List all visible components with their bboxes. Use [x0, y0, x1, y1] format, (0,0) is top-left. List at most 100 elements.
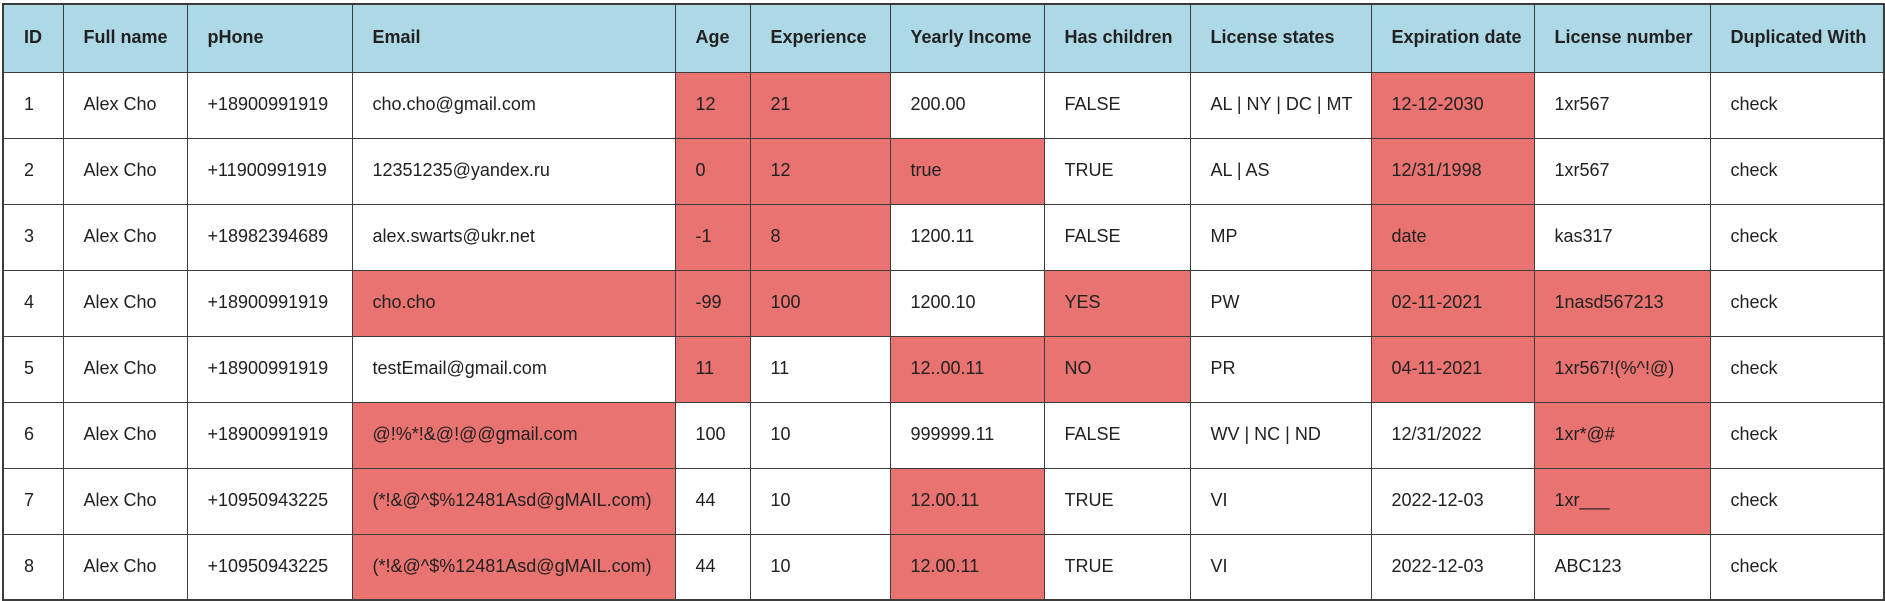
table-row: 7 Alex Cho +10950943225 (*!&@^$%12481Asd@gM… [2, 467, 1885, 535]
table-cell-age[interactable]: -99 [674, 269, 751, 337]
table-cell-experience[interactable]: 11 [749, 335, 891, 403]
table-cell-license-number[interactable]: 1xr___ [1533, 467, 1711, 535]
table-cell-phone[interactable]: +18982394689 [186, 203, 353, 271]
table-cell-age[interactable]: -1 [674, 203, 751, 271]
table-cell-email[interactable]: testEmail@gmail.com [351, 335, 676, 403]
table-cell-has-children[interactable]: TRUE [1043, 467, 1191, 535]
table-cell-email[interactable]: (*!&@^$%12481Asd@gMAIL.com) [351, 533, 676, 601]
table-cell-expiration-date[interactable]: 12/31/1998 [1370, 137, 1535, 205]
table-cell-experience[interactable]: 100 [749, 269, 891, 337]
table-cell-phone[interactable]: +18900991919 [186, 269, 353, 337]
table-cell-id[interactable]: 8 [2, 533, 64, 601]
table-cell-id[interactable]: 7 [2, 467, 64, 535]
table-cell-phone[interactable]: +18900991919 [186, 71, 353, 139]
table-cell-has-children[interactable]: YES [1043, 269, 1191, 337]
table-cell-yearly-income[interactable]: 200.00 [889, 71, 1045, 139]
table-cell-full-name[interactable]: Alex Cho [62, 335, 188, 403]
table-cell-license-states[interactable]: VI [1189, 467, 1372, 535]
table-cell-license-number[interactable]: 1xr*@# [1533, 401, 1711, 469]
table-cell-has-children[interactable]: NO [1043, 335, 1191, 403]
table-cell-age[interactable]: 44 [674, 467, 751, 535]
table-cell-experience[interactable]: 8 [749, 203, 891, 271]
table-cell-license-states[interactable]: VI [1189, 533, 1372, 601]
table-cell-license-states[interactable]: MP [1189, 203, 1372, 271]
table-cell-license-number[interactable]: kas317 [1533, 203, 1711, 271]
table-cell-expiration-date[interactable]: date [1370, 203, 1535, 271]
table-cell-duplicated-with[interactable]: check [1709, 71, 1885, 139]
table-cell-duplicated-with[interactable]: check [1709, 269, 1885, 337]
table-cell-age[interactable]: 44 [674, 533, 751, 601]
table-cell-license-number[interactable]: 1xr567!(%^!@) [1533, 335, 1711, 403]
table-cell-email[interactable]: alex.swarts@ukr.net [351, 203, 676, 271]
table-cell-expiration-date[interactable]: 2022-12-03 [1370, 467, 1535, 535]
table-cell-expiration-date[interactable]: 12/31/2022 [1370, 401, 1535, 469]
table-cell-email[interactable]: 12351235@yandex.ru [351, 137, 676, 205]
table-cell-has-children[interactable]: FALSE [1043, 203, 1191, 271]
table-cell-yearly-income[interactable]: 999999.11 [889, 401, 1045, 469]
table-cell-has-children[interactable]: TRUE [1043, 533, 1191, 601]
table-cell-full-name[interactable]: Alex Cho [62, 269, 188, 337]
table-cell-experience[interactable]: 10 [749, 467, 891, 535]
table-cell-expiration-date[interactable]: 12-12-2030 [1370, 71, 1535, 139]
table-cell-license-number[interactable]: 1xr567 [1533, 137, 1711, 205]
table-cell-id[interactable]: 5 [2, 335, 64, 403]
table-row: 2 Alex Cho +11900991919 12351235@yandex.ru 0… [2, 137, 1885, 205]
table-cell-full-name[interactable]: Alex Cho [62, 467, 188, 535]
table-cell-age[interactable]: 12 [674, 71, 751, 139]
table-cell-license-states[interactable]: PW [1189, 269, 1372, 337]
table-cell-duplicated-with[interactable]: check [1709, 335, 1885, 403]
table-cell-full-name[interactable]: Alex Cho [62, 401, 188, 469]
table-cell-yearly-income[interactable]: 12.00.11 [889, 467, 1045, 535]
table-cell-license-states[interactable]: PR [1189, 335, 1372, 403]
table-cell-id[interactable]: 6 [2, 401, 64, 469]
table-cell-yearly-income[interactable]: true [889, 137, 1045, 205]
table-cell-phone[interactable]: +10950943225 [186, 467, 353, 535]
table-cell-yearly-income[interactable]: 1200.10 [889, 269, 1045, 337]
table-cell-duplicated-with[interactable]: check [1709, 467, 1885, 535]
table-cell-expiration-date[interactable]: 04-11-2021 [1370, 335, 1535, 403]
table-cell-experience[interactable]: 21 [749, 71, 891, 139]
table-cell-age[interactable]: 0 [674, 137, 751, 205]
table-cell-duplicated-with[interactable]: check [1709, 137, 1885, 205]
table-cell-full-name[interactable]: Alex Cho [62, 137, 188, 205]
table-cell-phone[interactable]: +18900991919 [186, 401, 353, 469]
table-cell-email[interactable]: (*!&@^$%12481Asd@gMAIL.com) [351, 467, 676, 535]
column-header-duplicated-with: Duplicated With [1709, 3, 1885, 73]
table-cell-id[interactable]: 2 [2, 137, 64, 205]
table-cell-duplicated-with[interactable]: check [1709, 203, 1885, 271]
table-cell-email[interactable]: @!%*!&@!@@gmail.com [351, 401, 676, 469]
table-cell-expiration-date[interactable]: 02-11-2021 [1370, 269, 1535, 337]
table-cell-email[interactable]: cho.cho@gmail.com [351, 71, 676, 139]
table-cell-expiration-date[interactable]: 2022-12-03 [1370, 533, 1535, 601]
table-cell-yearly-income[interactable]: 12.00.11 [889, 533, 1045, 601]
table-cell-phone[interactable]: +11900991919 [186, 137, 353, 205]
table-cell-experience[interactable]: 10 [749, 533, 891, 601]
table-cell-id[interactable]: 1 [2, 71, 64, 139]
table-cell-id[interactable]: 4 [2, 269, 64, 337]
table-cell-age[interactable]: 11 [674, 335, 751, 403]
table-cell-id[interactable]: 3 [2, 203, 64, 271]
table-cell-experience[interactable]: 10 [749, 401, 891, 469]
table-cell-full-name[interactable]: Alex Cho [62, 533, 188, 601]
table-cell-age[interactable]: 100 [674, 401, 751, 469]
table-cell-license-number[interactable]: 1nasd567213 [1533, 269, 1711, 337]
table-cell-full-name[interactable]: Alex Cho [62, 71, 188, 139]
table-cell-license-number[interactable]: 1xr567 [1533, 71, 1711, 139]
table-cell-license-states[interactable]: WV | NC | ND [1189, 401, 1372, 469]
table-cell-license-number[interactable]: ABC123 [1533, 533, 1711, 601]
table-cell-experience[interactable]: 12 [749, 137, 891, 205]
table-cell-has-children[interactable]: FALSE [1043, 401, 1191, 469]
table-cell-license-states[interactable]: AL | AS [1189, 137, 1372, 205]
table-cell-full-name[interactable]: Alex Cho [62, 203, 188, 271]
table-row: 8 Alex Cho +10950943225 (*!&@^$%12481Asd@gM… [2, 533, 1885, 601]
table-cell-duplicated-with[interactable]: check [1709, 401, 1885, 469]
table-cell-email[interactable]: cho.cho [351, 269, 676, 337]
table-cell-yearly-income[interactable]: 12..00.11 [889, 335, 1045, 403]
table-cell-yearly-income[interactable]: 1200.11 [889, 203, 1045, 271]
table-cell-duplicated-with[interactable]: check [1709, 533, 1885, 601]
table-cell-phone[interactable]: +18900991919 [186, 335, 353, 403]
table-cell-phone[interactable]: +10950943225 [186, 533, 353, 601]
table-cell-has-children[interactable]: TRUE [1043, 137, 1191, 205]
table-cell-has-children[interactable]: FALSE [1043, 71, 1191, 139]
table-cell-license-states[interactable]: AL | NY | DC | MT [1189, 71, 1372, 139]
